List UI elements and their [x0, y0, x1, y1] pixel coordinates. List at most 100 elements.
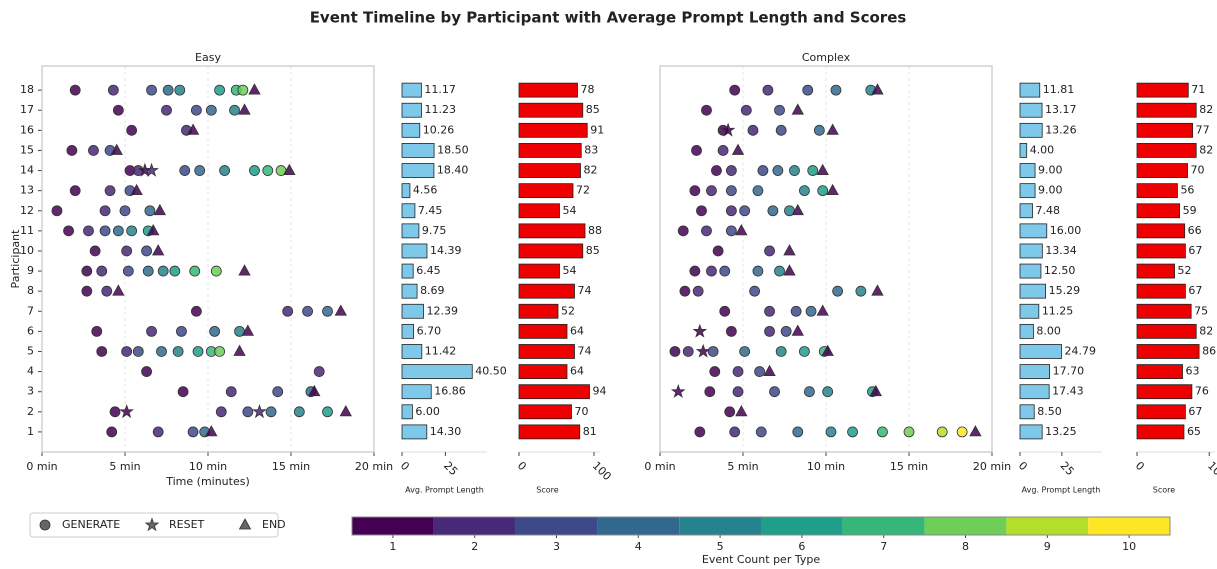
y-tick-label: 7	[27, 304, 34, 317]
event-marker	[813, 124, 825, 136]
value-label: 56	[1180, 184, 1194, 197]
event-marker	[265, 406, 277, 418]
event-marker	[91, 325, 103, 337]
event-marker	[720, 122, 736, 137]
value-label: 59	[1183, 204, 1197, 217]
event-marker	[83, 225, 94, 237]
y-tick-label: 11	[20, 224, 34, 237]
event-marker	[302, 305, 314, 317]
value-label: 66	[1188, 224, 1202, 237]
event-marker	[679, 285, 691, 297]
x-tick-label: 0	[1133, 459, 1147, 473]
bar	[1136, 183, 1178, 199]
bar	[1019, 82, 1041, 98]
y-tick-label: 12	[20, 204, 34, 217]
bar	[1136, 364, 1183, 379]
value-label: 88	[588, 224, 602, 237]
colorbar-segment	[761, 517, 843, 535]
event-marker	[691, 145, 702, 156]
event-marker	[780, 325, 792, 337]
panel-title: Complex	[802, 51, 851, 64]
event-marker	[99, 205, 111, 217]
event-marker	[877, 426, 888, 438]
event-marker	[821, 344, 834, 356]
event-marker	[194, 165, 206, 176]
event-marker	[669, 346, 681, 357]
event-marker	[88, 145, 99, 156]
event-marker	[774, 104, 785, 116]
x-tick-label: 0 min	[644, 460, 675, 473]
bar	[1136, 122, 1194, 138]
event-marker	[205, 425, 218, 437]
bar	[401, 163, 435, 178]
value-label: 13.34	[1045, 244, 1077, 257]
value-label: 67	[1188, 405, 1202, 418]
event-marker	[104, 185, 116, 197]
event-marker	[272, 386, 284, 398]
event-marker	[219, 165, 231, 176]
event-marker	[692, 323, 708, 338]
bar	[1019, 384, 1050, 400]
bar	[1019, 323, 1034, 339]
value-label: 7.45	[418, 204, 443, 217]
event-marker	[146, 84, 157, 96]
event-marker	[89, 245, 101, 257]
x-tick-label: 0	[398, 459, 412, 473]
event-marker	[126, 124, 138, 136]
event-marker	[725, 225, 737, 237]
panel-title: Easy	[195, 51, 221, 64]
value-label: 9.00	[1038, 164, 1063, 177]
legend-label: GENERATE	[62, 518, 120, 531]
event-marker	[186, 123, 200, 135]
colorbar-tick-label: 4	[635, 540, 642, 553]
event-marker	[157, 265, 169, 277]
bar	[518, 243, 584, 259]
event-marker	[732, 386, 744, 398]
event-marker	[791, 103, 804, 115]
value-label: 9.00	[1038, 184, 1063, 197]
value-label: 10.26	[423, 123, 455, 136]
event-marker	[146, 325, 157, 337]
event-marker	[774, 265, 785, 277]
event-marker	[791, 203, 804, 216]
value-label: 13.25	[1045, 425, 1077, 438]
value-label: 14.39	[430, 244, 462, 257]
event-marker	[792, 426, 804, 438]
y-tick-label: 16	[20, 123, 34, 136]
bar	[518, 404, 572, 420]
bar	[518, 223, 586, 239]
event-marker	[816, 304, 829, 316]
event-marker	[192, 346, 204, 357]
event-marker	[112, 284, 125, 296]
value-label: 17.43	[1052, 385, 1084, 398]
event-marker	[764, 325, 775, 337]
y-tick-label: 8	[27, 284, 34, 297]
bar	[1019, 303, 1040, 319]
event-marker	[242, 406, 254, 418]
event-marker	[209, 325, 221, 337]
event-marker	[63, 225, 74, 237]
event-marker	[701, 225, 712, 237]
event-marker	[96, 346, 108, 357]
event-marker	[187, 426, 199, 438]
value-label: 76	[1195, 385, 1209, 398]
event-marker	[735, 404, 748, 417]
value-label: 11.42	[425, 344, 457, 357]
value-label: 13.26	[1045, 123, 1077, 136]
event-marker	[755, 426, 767, 438]
y-tick-label: 3	[27, 385, 34, 398]
bar	[518, 82, 578, 98]
event-marker	[241, 324, 255, 336]
x-axis-label: Avg. Prompt Length	[1022, 486, 1101, 495]
value-label: 67	[1188, 284, 1202, 297]
event-marker	[112, 104, 124, 116]
event-marker	[153, 203, 167, 216]
bar	[401, 424, 428, 440]
bar	[1136, 163, 1188, 178]
bar	[1019, 404, 1035, 420]
value-label: 83	[584, 143, 598, 156]
value-label: 81	[583, 425, 597, 438]
event-marker	[725, 165, 737, 176]
colorbar-segment	[352, 517, 434, 535]
